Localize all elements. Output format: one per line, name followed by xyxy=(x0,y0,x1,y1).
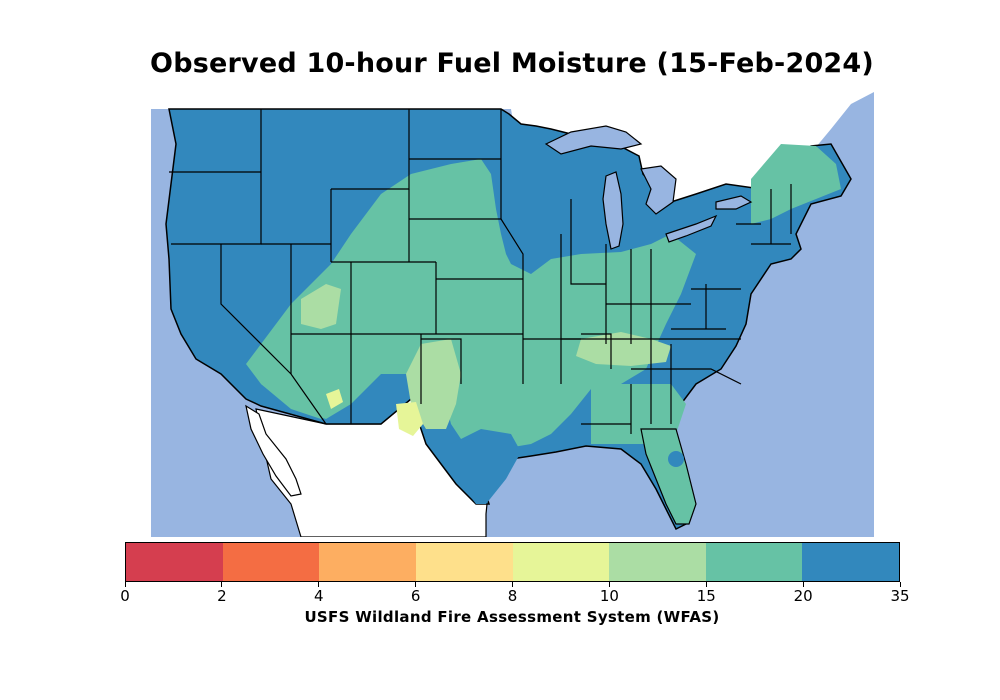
colorbar-label: USFS Wildland Fire Assessment System (WF… xyxy=(304,608,720,626)
moisture-15-20-northeast xyxy=(751,144,841,224)
colorbar-tick-label: 10 xyxy=(589,582,629,605)
map-title: Observed 10-hour Fuel Moisture (15-Feb-2… xyxy=(150,48,874,79)
lake-erie xyxy=(665,214,718,243)
colorbar-ticks: 0 2 4 6 8 10 15 20 35 xyxy=(120,582,910,605)
fuel-moisture-map xyxy=(151,84,874,537)
moisture-8-10-westtx xyxy=(396,402,423,436)
colorbar xyxy=(125,542,900,582)
colorbar-tick-label: 4 xyxy=(299,582,339,605)
florida-blue-patch xyxy=(668,451,684,467)
colorbar-tick-label: 6 xyxy=(396,582,436,605)
colorbar-bin-6-8 xyxy=(415,543,513,581)
colorbar-tick-label: 2 xyxy=(202,582,242,605)
moisture-10-15-utah xyxy=(301,284,341,329)
colorbar-bin-8-10 xyxy=(512,543,610,581)
baja-california xyxy=(245,404,302,497)
moisture-10-15-tennessee xyxy=(576,332,671,366)
colorbar-bin-10-15 xyxy=(609,543,706,581)
colorbar-tick-label: 0 xyxy=(105,582,145,605)
lake-michigan xyxy=(602,171,624,250)
colorbar-tick-label: 8 xyxy=(493,582,533,605)
colorbar-tick-label: 15 xyxy=(686,582,726,605)
moisture-10-15-texas xyxy=(406,339,461,429)
state-borders xyxy=(169,109,792,434)
colorbar-tick-label: 20 xyxy=(783,582,823,605)
moisture-15-20 xyxy=(246,159,696,454)
lake-ontario xyxy=(715,195,753,210)
colorbar-bin-20-35 xyxy=(802,543,899,581)
colorbar-bin-15-20 xyxy=(705,543,803,581)
colorbar-bin-2-4 xyxy=(222,543,320,581)
colorbar-bin-0-2 xyxy=(126,543,223,581)
texas-coast-blue xyxy=(451,429,521,504)
colorbar-tick-label: 35 xyxy=(880,582,920,605)
colorbar-bin-4-6 xyxy=(319,543,416,581)
florida xyxy=(640,428,697,525)
moisture-8-10-arizona xyxy=(326,389,343,409)
lake-huron xyxy=(640,165,677,215)
lake-superior xyxy=(544,125,643,155)
